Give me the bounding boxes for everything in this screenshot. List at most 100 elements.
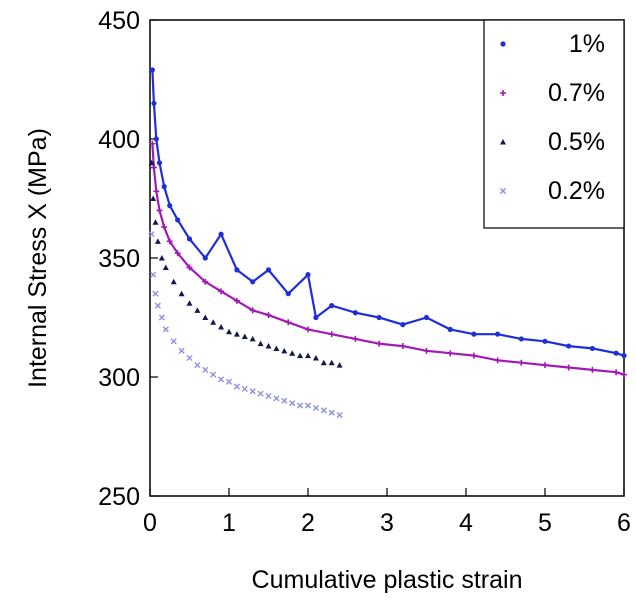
data-point — [400, 322, 406, 328]
data-point — [285, 319, 292, 326]
data-point — [336, 411, 343, 419]
data-point — [518, 359, 525, 366]
data-point — [566, 343, 572, 349]
data-point — [149, 67, 155, 73]
data-point — [589, 345, 596, 352]
data-point — [352, 310, 358, 316]
data-point — [376, 314, 382, 321]
series-layer — [148, 67, 627, 419]
data-point — [233, 383, 240, 390]
data-point — [542, 338, 548, 344]
data-point — [289, 350, 296, 356]
data-point — [249, 388, 256, 395]
data-point — [495, 331, 501, 337]
legend-marker — [500, 139, 506, 145]
data-point — [174, 250, 181, 257]
data-point — [312, 354, 319, 361]
data-point — [194, 362, 201, 369]
y-tick-label: 400 — [98, 126, 140, 154]
data-point — [152, 290, 159, 297]
data-point — [210, 371, 217, 378]
data-point — [621, 352, 627, 359]
data-point — [352, 335, 359, 342]
data-point — [447, 326, 453, 332]
data-point — [281, 347, 288, 354]
data-point — [158, 314, 165, 321]
x-tick-label: 1 — [222, 509, 236, 537]
data-point — [399, 343, 406, 350]
x-tick-label: 6 — [617, 509, 631, 537]
data-point — [329, 303, 335, 309]
x-tick-label: 4 — [459, 509, 473, 537]
legend: 1% 0.7% 0.5% 0.2% — [483, 19, 625, 229]
data-point — [175, 217, 181, 223]
data-point — [376, 340, 383, 347]
data-point — [153, 136, 159, 142]
data-point — [162, 264, 169, 271]
data-point — [542, 362, 548, 369]
data-point — [167, 203, 173, 209]
data-point — [320, 359, 327, 366]
data-point — [249, 335, 256, 342]
data-point — [297, 352, 304, 359]
data-point — [161, 184, 167, 190]
data-point — [218, 231, 224, 237]
data-point — [150, 271, 157, 278]
y-tick-label: 450 — [98, 7, 140, 35]
data-point — [265, 267, 272, 273]
x-tick-label: 0 — [143, 509, 157, 537]
data-point — [257, 340, 264, 347]
legend-label: 1% — [569, 30, 605, 58]
data-point — [257, 390, 264, 397]
data-point — [328, 359, 335, 366]
data-point — [265, 392, 272, 400]
legend-label: 0.5% — [548, 128, 605, 156]
data-point — [285, 291, 291, 297]
data-point — [471, 331, 477, 337]
y-tick-label: 350 — [98, 245, 140, 273]
data-point — [202, 366, 209, 373]
series-0-5pct — [148, 159, 343, 368]
x-tick-label: 3 — [380, 509, 394, 537]
data-point — [152, 219, 159, 225]
data-point — [621, 371, 627, 378]
data-point — [328, 409, 335, 416]
data-point — [148, 159, 155, 166]
legend-label: 0.7% — [548, 79, 605, 107]
data-point — [186, 264, 193, 271]
data-point — [565, 364, 572, 371]
data-point — [234, 267, 240, 273]
data-point — [148, 231, 155, 238]
data-point — [151, 100, 157, 106]
data-point — [186, 236, 193, 242]
fit-curve-1pct — [151, 69, 625, 357]
data-point — [153, 188, 160, 195]
data-point — [233, 331, 240, 337]
data-point — [305, 352, 311, 359]
data-point — [423, 347, 430, 354]
x-axis-label: Cumulative plastic strain — [252, 566, 523, 594]
legend-label: 0.2% — [548, 177, 605, 205]
data-point — [149, 140, 156, 147]
data-point — [156, 160, 163, 166]
data-point — [194, 307, 201, 313]
legend-marker — [500, 41, 506, 47]
data-point — [154, 238, 161, 244]
data-point — [265, 312, 272, 319]
data-point — [250, 279, 256, 285]
data-point — [218, 376, 225, 383]
data-point — [589, 366, 596, 373]
data-point — [218, 288, 225, 295]
data-point — [170, 338, 177, 345]
data-point — [158, 255, 165, 261]
data-point — [249, 307, 256, 314]
data-point — [613, 350, 619, 356]
data-point — [225, 378, 233, 385]
data-point — [265, 343, 272, 349]
data-point — [289, 400, 296, 407]
data-point — [202, 314, 209, 320]
data-point — [273, 345, 280, 351]
data-point — [161, 224, 168, 231]
data-point — [154, 302, 161, 309]
